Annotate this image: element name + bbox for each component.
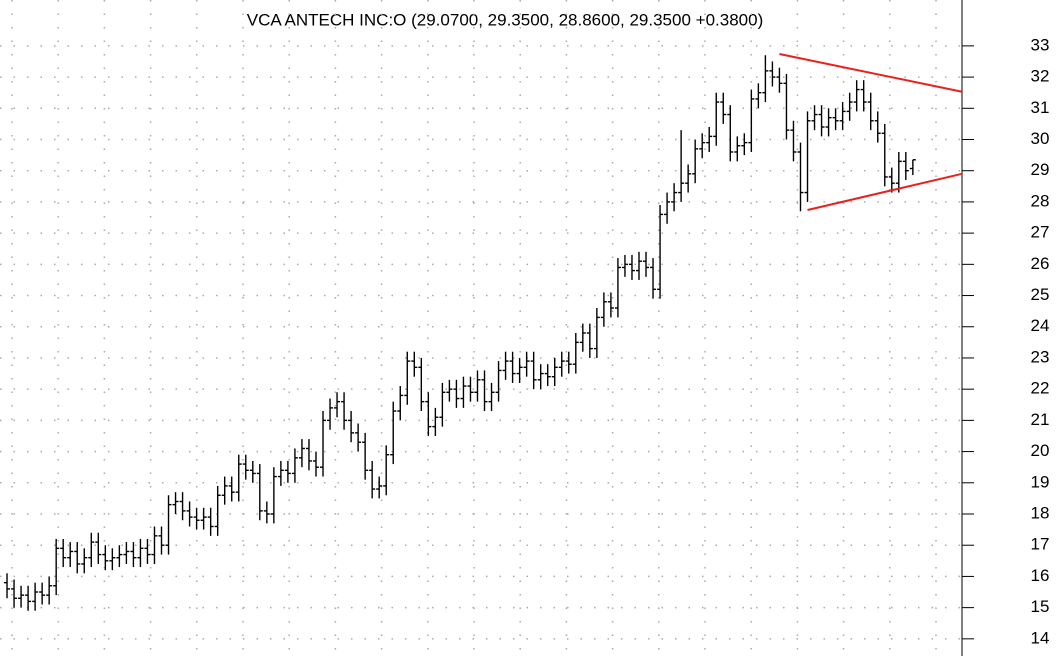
y-tick-label: 18 (1031, 503, 1050, 522)
y-tick-label: 27 (1031, 223, 1050, 242)
y-tick-label: 29 (1031, 160, 1050, 179)
y-tick-label: 21 (1031, 410, 1050, 429)
y-tick-label: 14 (1031, 628, 1050, 647)
y-tick-label: 33 (1031, 35, 1050, 54)
y-tick-label: 19 (1031, 472, 1050, 491)
y-tick-label: 26 (1031, 254, 1050, 273)
y-tick-label: 17 (1031, 535, 1050, 554)
y-tick-label: 23 (1031, 347, 1050, 366)
y-tick-label: 15 (1031, 597, 1050, 616)
y-tick-label: 30 (1031, 129, 1050, 148)
y-tick-label: 32 (1031, 67, 1050, 86)
y-tick-label: 31 (1031, 98, 1050, 117)
trend-line (807, 172, 963, 212)
y-tick-label: 28 (1031, 191, 1050, 210)
trend-line (779, 53, 963, 93)
y-tick-label: 25 (1031, 285, 1050, 304)
y-tick-label: 20 (1031, 441, 1050, 460)
y-tick-label: 16 (1031, 566, 1050, 585)
y-tick-label: 22 (1031, 379, 1050, 398)
chart-title: VCA ANTECH INC:O (29.0700, 29.3500, 28.8… (247, 10, 763, 29)
y-tick-label: 24 (1031, 316, 1050, 335)
